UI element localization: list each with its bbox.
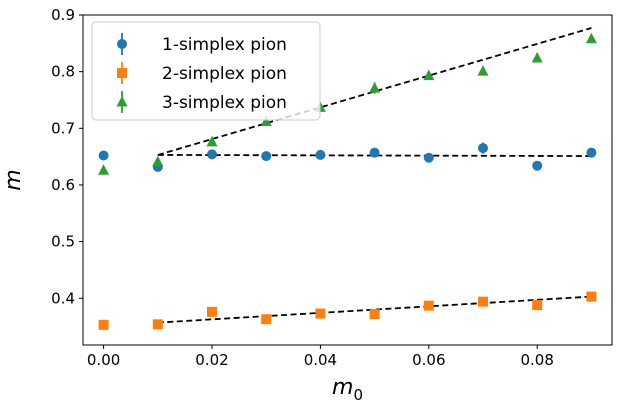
data-point-series-3 bbox=[531, 52, 543, 63]
data-point-series-1 bbox=[532, 160, 543, 171]
data-points bbox=[98, 32, 597, 330]
y-tick-label: 0.7 bbox=[51, 119, 75, 137]
data-point-series-2 bbox=[532, 300, 543, 311]
legend-box bbox=[91, 21, 321, 121]
x-axis-label: m0 bbox=[332, 375, 363, 404]
fit-line-3 bbox=[157, 27, 592, 156]
x-tick-label: 0.02 bbox=[195, 351, 228, 369]
data-point-series-2 bbox=[152, 319, 163, 330]
y-tick-label: 0.6 bbox=[51, 176, 75, 194]
fit-lines bbox=[157, 27, 592, 324]
data-point-series-2 bbox=[98, 319, 109, 330]
y-tick-label: 0.5 bbox=[51, 233, 75, 251]
x-tick-label: 0.08 bbox=[520, 351, 553, 369]
legend-label-series-2: 2-simplex pion bbox=[162, 64, 287, 84]
data-point-series-2 bbox=[206, 306, 217, 317]
legend-label-series-1: 1-simplex pion bbox=[162, 35, 287, 55]
x-tick-label: 0.04 bbox=[304, 351, 337, 369]
data-point-series-3 bbox=[152, 155, 164, 167]
data-point-series-1 bbox=[586, 147, 597, 158]
legend: 1-simplex pion 2-simplex pion 3-simplex pi… bbox=[91, 21, 321, 121]
data-point-series-1 bbox=[423, 152, 434, 163]
data-point-series-3 bbox=[206, 135, 218, 147]
data-point-series-2 bbox=[369, 309, 380, 320]
x-axis-ticks: 0.00 0.02 0.04 0.06 0.08 bbox=[87, 345, 554, 369]
x-tick-label: 0.06 bbox=[412, 351, 445, 369]
data-point-series-1 bbox=[206, 149, 217, 160]
data-point-series-1 bbox=[315, 149, 326, 160]
x-axis-label-subscript: 0 bbox=[353, 386, 363, 404]
data-point-series-2 bbox=[423, 300, 434, 311]
plot-frame bbox=[82, 14, 613, 346]
data-point-series-3 bbox=[260, 115, 272, 127]
data-point-series-3 bbox=[423, 69, 435, 81]
data-point-series-1 bbox=[478, 143, 489, 154]
y-axis-label: m bbox=[1, 169, 26, 190]
data-point-series-1 bbox=[261, 151, 272, 162]
fit-line-2 bbox=[157, 295, 592, 324]
data-point-series-2 bbox=[315, 308, 326, 319]
legend-marker-series-3 bbox=[116, 96, 128, 107]
x-tick-label: 0.00 bbox=[87, 351, 120, 369]
y-tick-label: 0.8 bbox=[51, 63, 75, 81]
fit-line-1 bbox=[157, 154, 592, 157]
y-tick-label: 0.4 bbox=[51, 289, 75, 307]
data-point-series-2 bbox=[478, 296, 489, 307]
data-point-series-2 bbox=[586, 291, 597, 302]
data-point-series-2 bbox=[261, 314, 272, 325]
data-point-series-3 bbox=[369, 82, 381, 93]
data-point-series-1 bbox=[369, 147, 380, 158]
y-axis-ticks: 0.4 0.5 0.6 0.7 0.8 0.9 bbox=[51, 6, 83, 307]
data-point-series-3 bbox=[477, 65, 489, 76]
data-point-series-3 bbox=[98, 164, 110, 175]
x-axis-label-main: m bbox=[332, 375, 353, 400]
legend-label-series-3: 3-simplex pion bbox=[162, 93, 287, 113]
y-tick-label: 0.9 bbox=[51, 6, 75, 24]
legend-marker-series-1 bbox=[117, 39, 127, 49]
legend-marker-series-2 bbox=[117, 68, 127, 78]
data-point-series-3 bbox=[585, 32, 597, 44]
data-point-series-1 bbox=[98, 150, 109, 161]
